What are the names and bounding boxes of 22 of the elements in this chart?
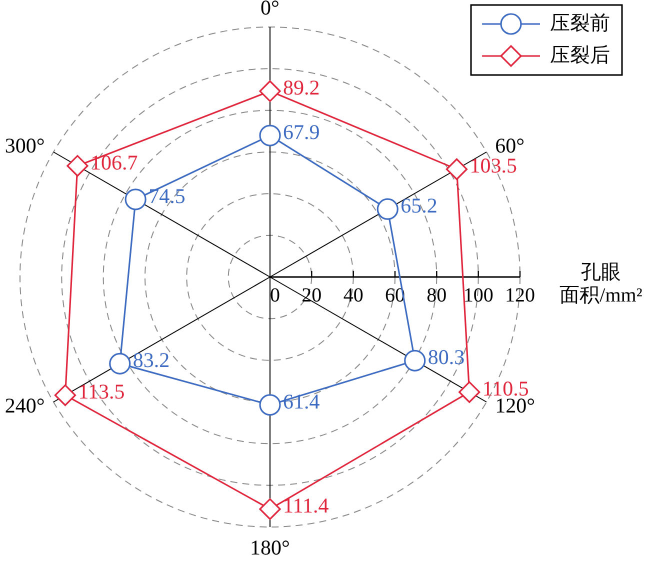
legend-label: 压裂后	[550, 44, 610, 66]
spoke-label: 180°	[250, 536, 290, 560]
data-label: 113.5	[78, 380, 125, 404]
spoke-label: 0°	[260, 0, 280, 20]
spoke-label: 240°	[4, 394, 45, 418]
data-label: 74.5	[148, 184, 186, 208]
data-label: 65.2	[400, 194, 438, 218]
data-label: 111.4	[283, 494, 330, 518]
text: 孔眼面积/mm²	[560, 261, 642, 306]
data-label: 89.2	[283, 76, 320, 100]
y-tick-label: 0	[270, 284, 280, 306]
data-label: 67.9	[283, 120, 320, 144]
y-tick-label: 100	[463, 284, 494, 306]
y-tick-label: 20	[302, 284, 322, 306]
y-tick-label: 80	[426, 284, 447, 306]
y-tick-label: 120	[505, 284, 535, 306]
data-label: 80.3	[428, 345, 465, 370]
y-tick-label: 40	[343, 284, 364, 306]
data-label: 83.2	[132, 348, 170, 372]
data-label: 106.7	[90, 150, 138, 174]
legend-label: 压裂前	[550, 12, 610, 34]
spoke-label: 300°	[4, 134, 45, 158]
